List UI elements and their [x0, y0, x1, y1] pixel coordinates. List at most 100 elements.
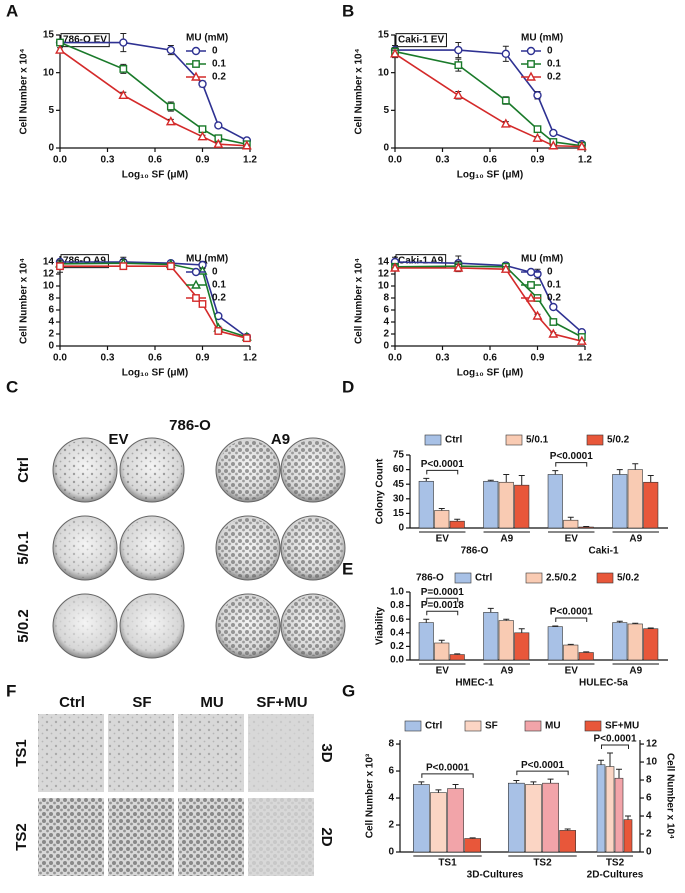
error-bar [632, 622, 639, 624]
bar [542, 782, 559, 853]
bar [430, 792, 447, 853]
x-tick-label: 1.2 [578, 155, 592, 166]
y-tick-label: 0 [388, 847, 394, 858]
y-axis-label: Cell Number x 10³ [365, 753, 376, 838]
error-bar [438, 508, 445, 511]
marker [166, 45, 176, 55]
marker [242, 334, 251, 343]
y-tick-label: 12 [646, 739, 658, 750]
y-tick-label: 10 [43, 281, 55, 292]
error-bar [418, 781, 425, 785]
x-tick-label: 0.0 [53, 155, 67, 166]
y-tick-label: 30 [393, 493, 405, 504]
plate-colonies [218, 518, 278, 578]
x-axis-label: Log₁₀ SF (μM) [122, 368, 188, 379]
bar [614, 777, 624, 853]
bar [449, 654, 465, 661]
column-label: SF [132, 694, 151, 711]
bar [605, 766, 615, 853]
marker [533, 91, 542, 100]
marker [214, 121, 223, 130]
marker [526, 71, 536, 81]
bar [514, 484, 530, 529]
y-tick-label: 2 [388, 820, 394, 831]
significance-bracket [426, 597, 459, 603]
bar [514, 632, 530, 661]
series-line [394, 50, 582, 147]
annotation: P<0.0001 [550, 451, 594, 462]
significance-bracket [555, 462, 588, 467]
annotation: P<0.0001 [521, 760, 565, 771]
y-tick-label: 4 [646, 811, 652, 822]
annotation: P<0.0001 [421, 459, 465, 470]
significance-bracket [426, 610, 459, 616]
row-label: 5/0.2 [15, 609, 32, 642]
legend-swatch [596, 572, 614, 584]
marker [213, 138, 224, 148]
column-label: SF+MU [256, 694, 307, 711]
y-tick-label: 1.0 [390, 587, 404, 598]
culture-cells [248, 714, 314, 792]
legend-label: MU [545, 721, 561, 732]
y-tick-label: 8 [646, 775, 652, 786]
bar [498, 620, 514, 661]
panel-label: E [342, 559, 353, 578]
error-bar [435, 789, 442, 793]
series-line [60, 261, 248, 338]
x-tick-label: 1.2 [578, 353, 592, 364]
marker [500, 118, 511, 128]
legend-label: 2.5/0.2 [546, 573, 577, 584]
x-tick-label: 0.9 [196, 155, 210, 166]
marker [192, 294, 200, 302]
culture-cells [108, 714, 174, 792]
y-axis-label: Cell Number x 10⁴ [19, 258, 30, 344]
group-label: 2D-Cultures [587, 870, 644, 881]
legend-label: 0.1 [212, 59, 226, 70]
x-tick-label: 0.3 [101, 155, 115, 166]
legend-swatch [404, 720, 422, 732]
y-tick-label: 0 [646, 847, 652, 858]
y-tick-label: 15 [43, 30, 55, 41]
significance-bracket [426, 469, 459, 475]
x-tick-label: EV [436, 534, 450, 545]
legend-swatch [584, 720, 602, 732]
y-axis-label: Cell Number x 10⁴ [19, 48, 30, 134]
bar [449, 520, 465, 529]
error-bar [647, 474, 654, 483]
panel-label: C [6, 377, 18, 396]
y-tick-label: 0 [383, 143, 389, 154]
legend-title: MU (mM) [186, 33, 228, 44]
legend-title: MU (mM) [521, 254, 563, 265]
plate-colonies [218, 440, 278, 500]
marker [549, 302, 558, 312]
marker [454, 45, 463, 55]
row-label: 5/0.1 [15, 531, 32, 564]
bar [578, 652, 594, 661]
error-bar [454, 653, 461, 655]
series-line [59, 41, 247, 146]
marker [119, 38, 128, 47]
legend-swatch [524, 720, 542, 732]
error-bar [625, 815, 631, 820]
y-tick-label: 75 [393, 450, 405, 461]
column-label: A9 [271, 431, 290, 448]
marker [191, 46, 201, 56]
column-label: EV [108, 431, 128, 448]
error-bar [616, 620, 623, 623]
y-tick-label: 12 [378, 269, 390, 280]
legend-label: 0 [547, 46, 553, 57]
culture-cells [38, 714, 104, 792]
y-tick-label: 6 [646, 793, 652, 804]
error-bar [452, 784, 459, 789]
plate-colonies [218, 596, 278, 656]
x-tick-label: 0.6 [148, 155, 162, 166]
plate-colonies [283, 518, 343, 578]
panel-label: A [6, 1, 18, 20]
legend-label: 0 [212, 267, 218, 278]
bar [612, 622, 628, 661]
y-tick-label: 6 [388, 766, 394, 777]
chart-title: 786-O A9 [63, 256, 106, 267]
error-bar [567, 516, 574, 521]
marker [198, 79, 207, 89]
marker [526, 46, 536, 56]
